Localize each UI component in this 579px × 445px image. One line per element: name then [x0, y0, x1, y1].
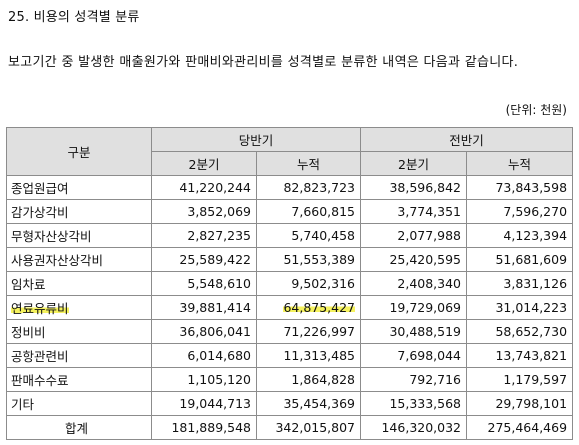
table-row: 종업원급여 41,220,244 82,823,723 38,596,842 7…: [6, 175, 574, 200]
table-row: 정비비 36,806,041 71,226,997 30,488,519 58,…: [6, 319, 574, 344]
total-prior-cumulative: 275,464,469: [466, 415, 574, 440]
current-cumulative-value: 7,660,815: [255, 199, 362, 224]
table-row: 판매수수료 1,105,120 1,864,828 792,716 1,179,…: [6, 367, 574, 392]
current-cumulative-value: 5,740,458: [255, 223, 362, 248]
current-cumulative-value: 1,864,828: [255, 367, 362, 392]
expense-by-nature-table: 구분 당반기 전반기 2분기 누적 2분기 누적 종업원급여 41,220,24…: [6, 127, 574, 440]
prior-quarter-value: 15,333,568: [360, 391, 468, 416]
current-quarter-value: 6,014,680: [151, 343, 257, 368]
current-quarter-value: 3,852,069: [151, 199, 257, 224]
table-row: 무형자산상각비 2,827,235 5,740,458 2,077,988 4,…: [6, 223, 574, 248]
section-heading: 25. 비용의 성격별 분류: [8, 10, 140, 25]
prior-cumulative-value: 58,652,730: [466, 319, 574, 344]
row-label: 종업원급여: [6, 175, 152, 200]
prior-quarter-value: 2,408,340: [360, 271, 468, 296]
current-quarter-value: 2,827,235: [151, 223, 257, 248]
header-current-cumulative: 누적: [255, 151, 362, 176]
prior-quarter-value: 30,488,519: [360, 319, 468, 344]
prior-quarter-value: 25,420,595: [360, 247, 468, 272]
current-cumulative-value: 71,226,997: [255, 319, 362, 344]
current-quarter-value: 39,881,414: [151, 295, 257, 320]
table-row-highlighted: 연료유류비 39,881,414 64,875,427 19,729,069 3…: [6, 295, 574, 320]
prior-cumulative-value: 29,798,101: [466, 391, 574, 416]
prior-cumulative-value: 13,743,821: [466, 343, 574, 368]
prior-cumulative-value: 4,123,394: [466, 223, 574, 248]
intro-paragraph: 보고기간 중 발생한 매출원가와 판매비와관리비를 성격별로 분류한 내역은 다…: [8, 55, 519, 70]
prior-cumulative-value: 3,831,126: [466, 271, 574, 296]
table-row: 사용권자산상각비 25,589,422 51,553,389 25,420,59…: [6, 247, 574, 272]
header-current-quarter: 2분기: [151, 151, 257, 176]
prior-cumulative-value: 51,681,609: [466, 247, 574, 272]
table-row: 감가상각비 3,852,069 7,660,815 3,774,351 7,59…: [6, 199, 574, 224]
prior-quarter-value: 19,729,069: [360, 295, 468, 320]
prior-quarter-value: 3,774,351: [360, 199, 468, 224]
current-cumulative-value: 35,454,369: [255, 391, 362, 416]
table-row: 임차료 5,548,610 9,502,316 2,408,340 3,831,…: [6, 271, 574, 296]
current-cumulative-value: 9,502,316: [255, 271, 362, 296]
highlight-mark: 64,875,427: [283, 300, 356, 315]
prior-cumulative-value: 31,014,223: [466, 295, 574, 320]
row-label: 사용권자산상각비: [6, 247, 152, 272]
current-quarter-value: 19,044,713: [151, 391, 257, 416]
current-cumulative-value: 51,553,389: [255, 247, 362, 272]
row-label: 무형자산상각비: [6, 223, 152, 248]
unit-note: (단위: 천원): [505, 103, 567, 117]
total-prior-quarter: 146,320,032: [360, 415, 468, 440]
prior-quarter-value: 38,596,842: [360, 175, 468, 200]
prior-cumulative-value: 7,596,270: [466, 199, 574, 224]
header-category: 구분: [6, 127, 152, 176]
row-label: 공항관련비: [6, 343, 152, 368]
row-label: 기타: [6, 391, 152, 416]
header-prior-cumulative: 누적: [466, 151, 574, 176]
table-row: 공항관련비 6,014,680 11,313,485 7,698,044 13,…: [6, 343, 574, 368]
header-prior-period: 전반기: [360, 127, 574, 152]
header-prior-quarter: 2분기: [360, 151, 468, 176]
prior-cumulative-value: 1,179,597: [466, 367, 574, 392]
current-cumulative-value: 11,313,485: [255, 343, 362, 368]
current-quarter-value: 1,105,120: [151, 367, 257, 392]
total-current-quarter: 181,889,548: [151, 415, 257, 440]
prior-quarter-value: 2,077,988: [360, 223, 468, 248]
header-current-period: 당반기: [150, 127, 362, 152]
current-cumulative-value: 82,823,723: [255, 175, 362, 200]
row-label: 정비비: [6, 319, 152, 344]
prior-cumulative-value: 73,843,598: [466, 175, 574, 200]
row-label: 판매수수료: [6, 367, 152, 392]
current-cumulative-value: 64,875,427: [255, 295, 362, 320]
row-label: 감가상각비: [6, 199, 152, 224]
total-current-cumulative: 342,015,807: [255, 415, 362, 440]
prior-quarter-value: 792,716: [360, 367, 468, 392]
current-quarter-value: 36,806,041: [151, 319, 257, 344]
total-label: 합계: [6, 415, 152, 440]
prior-quarter-value: 7,698,044: [360, 343, 468, 368]
row-label: 연료유류비: [6, 295, 152, 320]
table-row: 기타 19,044,713 35,454,369 15,333,568 29,7…: [6, 391, 574, 416]
current-quarter-value: 5,548,610: [151, 271, 257, 296]
current-quarter-value: 41,220,244: [151, 175, 257, 200]
current-quarter-value: 25,589,422: [151, 247, 257, 272]
row-label: 임차료: [6, 271, 152, 296]
highlight-mark: 연료유류비: [11, 301, 69, 316]
total-row: 합계 181,889,548 342,015,807 146,320,032 2…: [6, 415, 574, 440]
